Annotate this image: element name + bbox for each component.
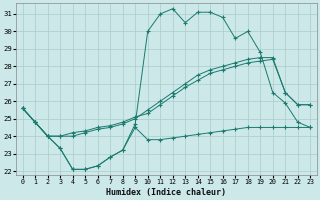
- X-axis label: Humidex (Indice chaleur): Humidex (Indice chaleur): [107, 188, 227, 197]
